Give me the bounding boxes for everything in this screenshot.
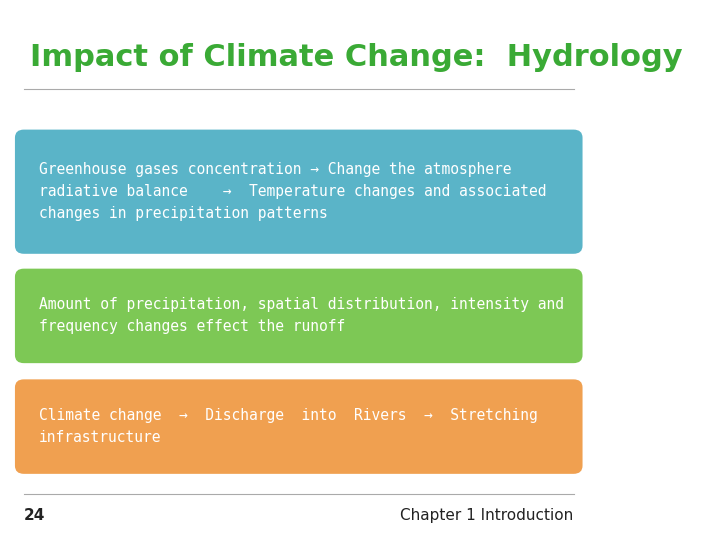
Text: Climate change  →  Discharge  into  Rivers  →  Stretching
infrastructure: Climate change → Discharge into Rivers →… xyxy=(39,408,538,445)
FancyBboxPatch shape xyxy=(15,269,582,363)
Text: Amount of precipitation, spatial distribution, intensity and
frequency changes e: Amount of precipitation, spatial distrib… xyxy=(39,298,564,334)
Text: 24: 24 xyxy=(24,508,45,523)
Text: Chapter 1 Introduction: Chapter 1 Introduction xyxy=(400,508,574,523)
FancyBboxPatch shape xyxy=(15,130,582,254)
FancyBboxPatch shape xyxy=(15,379,582,474)
Text: Impact of Climate Change:  Hydrology: Impact of Climate Change: Hydrology xyxy=(30,43,683,72)
Text: Greenhouse gases concentration → Change the atmosphere
radiative balance    →  T: Greenhouse gases concentration → Change … xyxy=(39,162,546,221)
